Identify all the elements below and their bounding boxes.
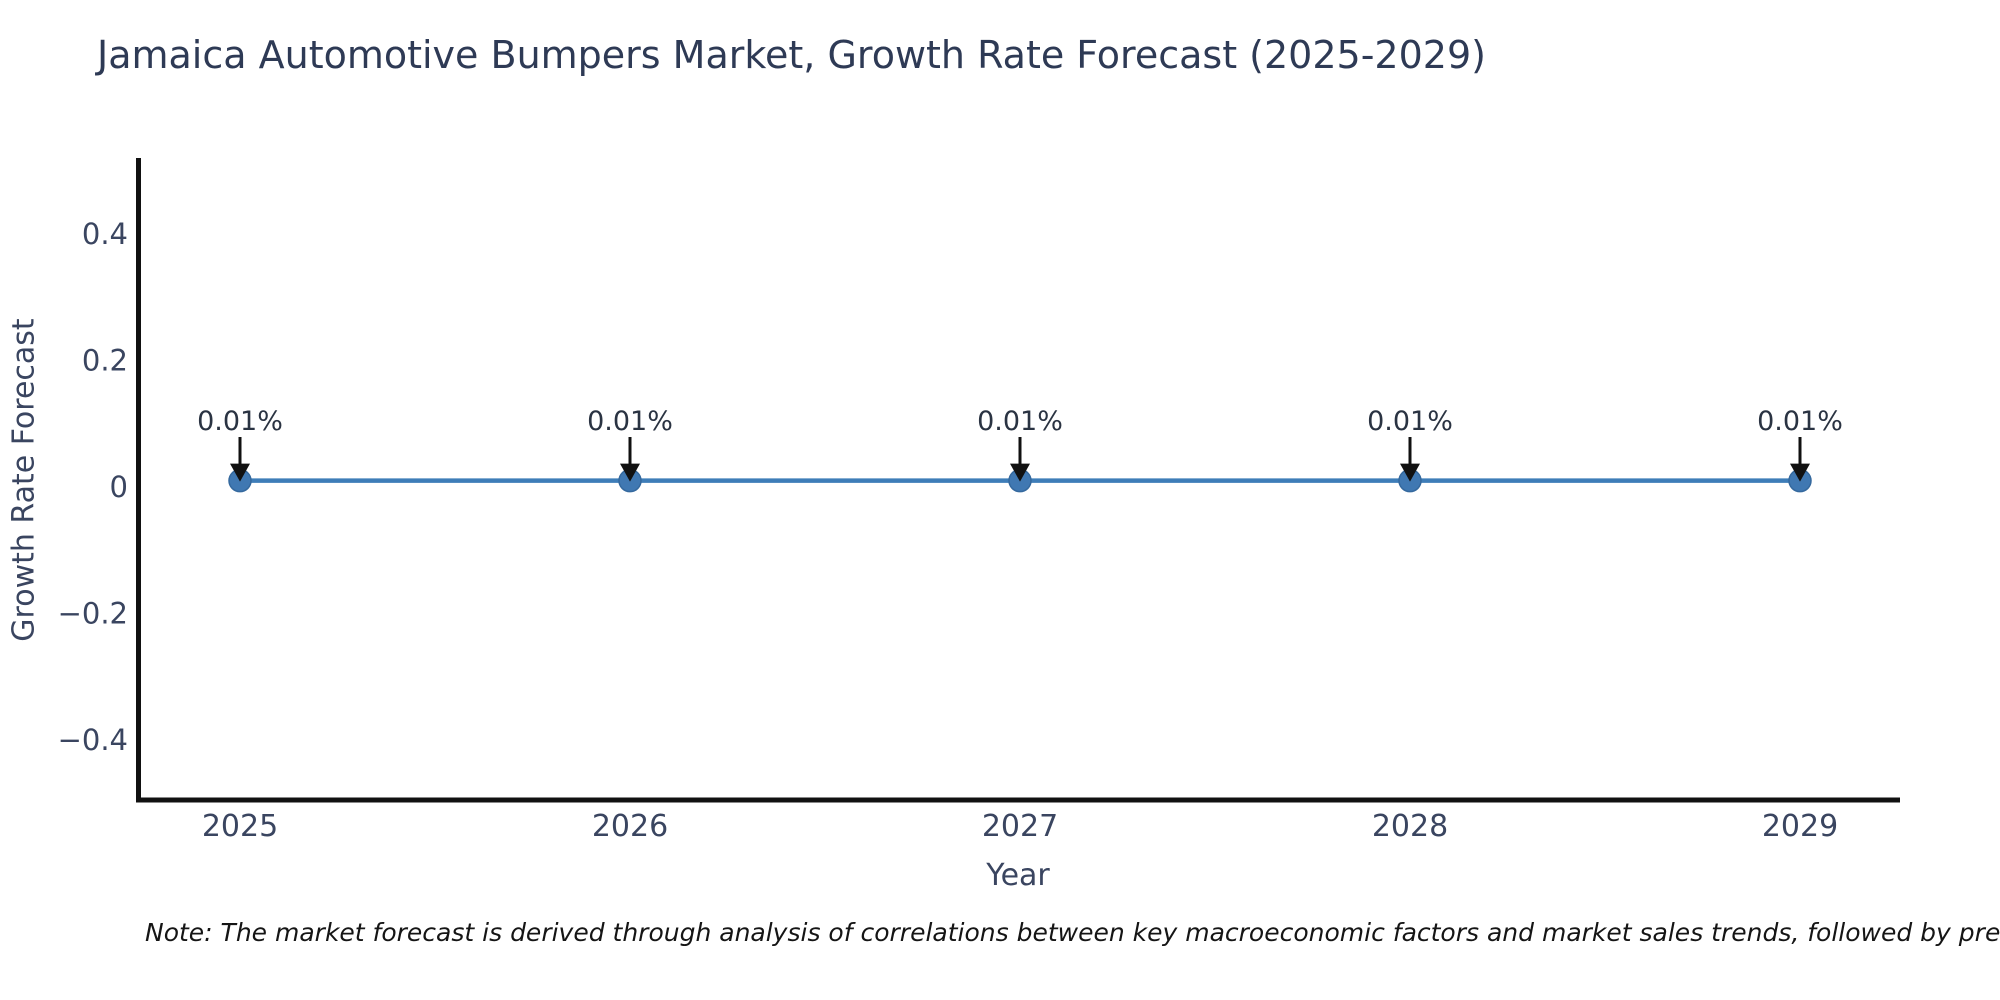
annotation-arrow-head [230, 463, 250, 482]
y-tick-label: 0.2 [82, 344, 128, 378]
point-annotation: 0.01% [197, 406, 283, 437]
x-tick-label: 2028 [1372, 809, 1448, 844]
x-tick-label: 2027 [982, 809, 1058, 844]
annotation-arrow-head [1010, 463, 1030, 482]
annotation-arrow-head [1400, 463, 1420, 482]
point-annotation: 0.01% [1367, 406, 1453, 437]
x-tick-label: 2025 [202, 809, 278, 844]
chart-note: Note: The market forecast is derived thr… [145, 918, 2000, 947]
x-tick-label: 2029 [1762, 809, 1838, 844]
point-annotation: 0.01% [587, 406, 673, 437]
y-tick-label: −0.2 [58, 597, 128, 631]
x-tick-label: 2026 [592, 809, 668, 844]
annotation-arrow-head [620, 463, 640, 482]
y-tick-label: 0 [110, 470, 128, 504]
x-axis-title: Year [986, 858, 1050, 893]
point-annotation: 0.01% [1757, 406, 1843, 437]
point-annotation: 0.01% [977, 406, 1063, 437]
y-tick-label: −0.4 [58, 723, 128, 757]
annotation-arrow-head [1790, 463, 1810, 482]
chart-title: Jamaica Automotive Bumpers Market, Growt… [97, 33, 1486, 77]
y-tick-label: 0.4 [82, 217, 128, 251]
plot-series-group: 0.4 0.2 0 −0.2 −0.4 2025 2026 2027 2028 2029 0.01%… [58, 217, 1843, 844]
